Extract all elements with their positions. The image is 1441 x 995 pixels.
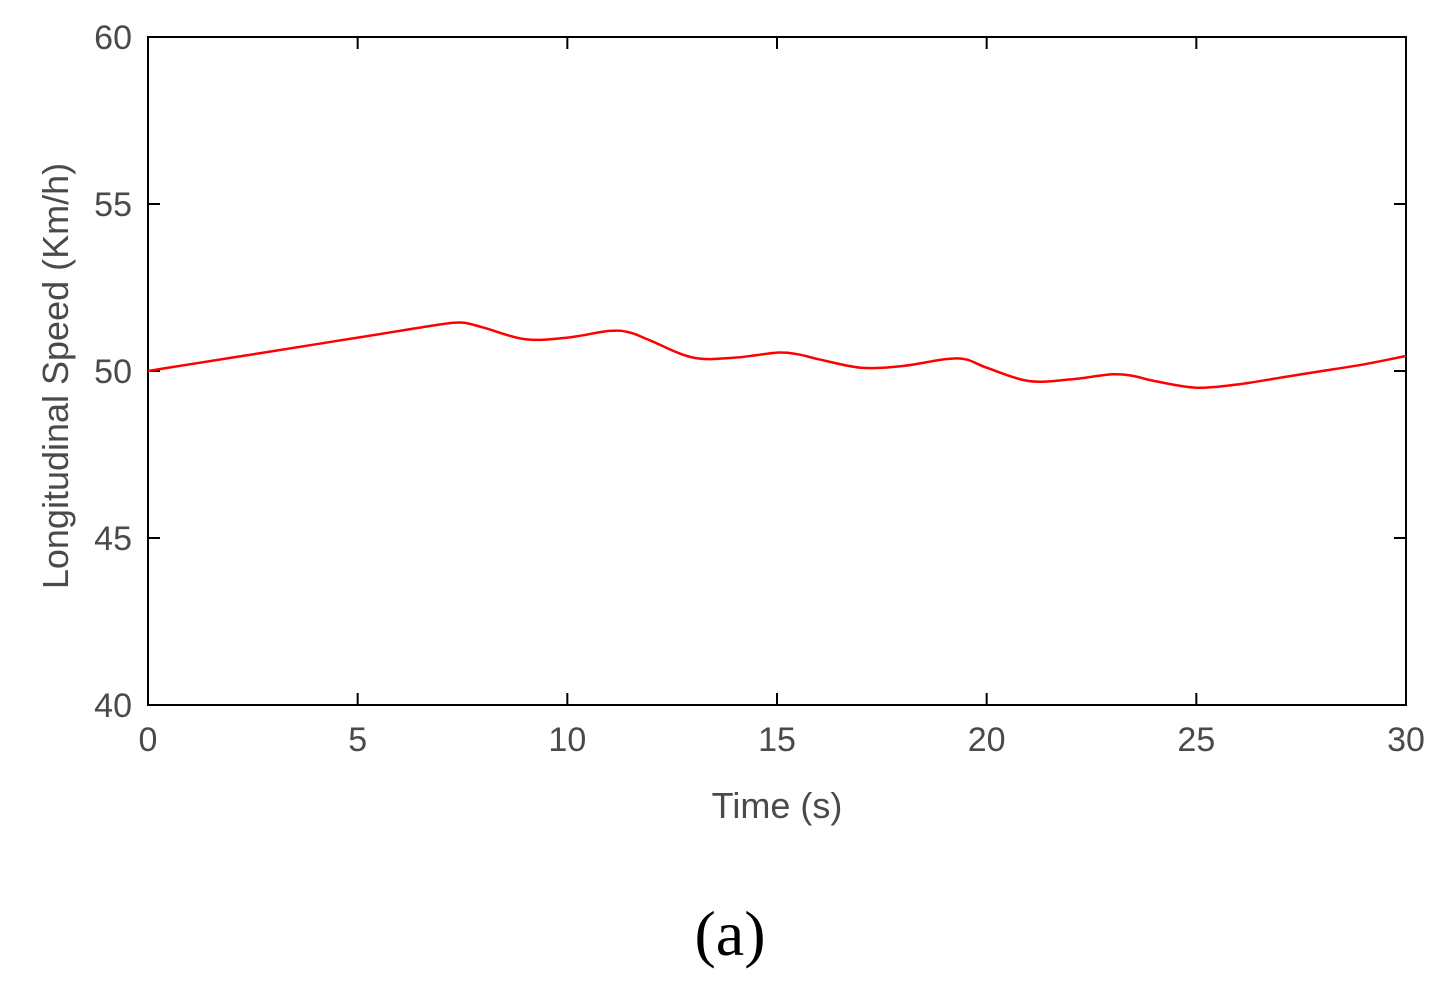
plot-area: 0 5 10 15 20 25 30 40 45 50 55 60 bbox=[94, 19, 1425, 759]
x-tick-label: 30 bbox=[1387, 721, 1425, 759]
y-tick-label: 50 bbox=[94, 353, 132, 391]
y-axis-ticks: 40 45 50 55 60 bbox=[94, 19, 1406, 725]
figure-caption: (a) bbox=[694, 898, 765, 969]
y-tick-label: 40 bbox=[94, 687, 132, 725]
plot-frame bbox=[147, 36, 1407, 706]
y-tick-label: 45 bbox=[94, 520, 132, 558]
x-axis-label: Time (s) bbox=[712, 785, 843, 826]
x-tick-label: 5 bbox=[348, 721, 367, 759]
x-tick-label: 0 bbox=[139, 721, 158, 759]
y-tick-label: 55 bbox=[94, 186, 132, 224]
x-tick-label: 20 bbox=[968, 721, 1006, 759]
y-tick-label: 60 bbox=[94, 19, 132, 57]
series-line-speed bbox=[147, 321, 1407, 390]
x-tick-label: 15 bbox=[758, 721, 796, 759]
x-axis-ticks: 0 5 10 15 20 25 30 bbox=[139, 37, 1425, 759]
x-tick-label: 25 bbox=[1177, 721, 1215, 759]
x-tick-label: 10 bbox=[548, 721, 586, 759]
y-axis-label: Longitudinal Speed (Km/h) bbox=[35, 163, 76, 589]
